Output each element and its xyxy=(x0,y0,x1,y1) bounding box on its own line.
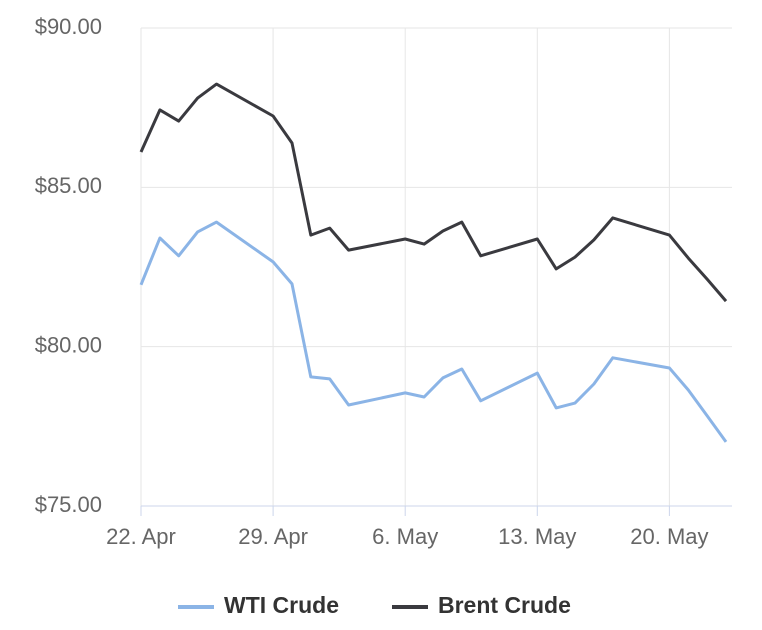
legend-text: WTI Crude xyxy=(224,592,339,618)
line-series xyxy=(139,82,728,303)
legend-text: Brent Crude xyxy=(438,592,571,618)
y-tick-label: $75.00 xyxy=(35,492,102,517)
x-tick-label: 13. May xyxy=(498,524,576,549)
line-series xyxy=(139,220,728,443)
x-tick-label: 29. Apr xyxy=(238,524,308,549)
x-tick-label: 6. May xyxy=(372,524,438,549)
y-tick-label: $90.00 xyxy=(35,14,102,39)
y-tick-label: $80.00 xyxy=(35,332,102,357)
x-tick-label: 20. May xyxy=(630,524,708,549)
y-tick-label: $85.00 xyxy=(35,173,102,198)
x-tick-label: 22. Apr xyxy=(106,524,176,549)
